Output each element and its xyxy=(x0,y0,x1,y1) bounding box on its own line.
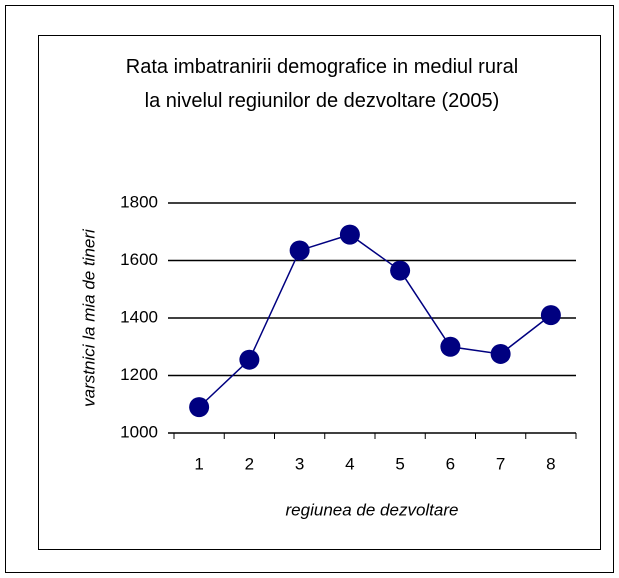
point xyxy=(239,349,260,370)
chart-frame xyxy=(38,35,601,550)
x-tick-label: 5 xyxy=(395,454,404,473)
x-axis-label: regiunea de dezvoltare xyxy=(286,500,459,519)
x-tick-label: 1 xyxy=(194,454,203,473)
chart-title: Rata imbatranirii demografice in mediul … xyxy=(125,56,519,112)
point xyxy=(440,336,461,357)
y-tick-label: 1400 xyxy=(120,307,158,326)
x-tick-label: 7 xyxy=(496,454,505,473)
point xyxy=(339,224,360,245)
y-tick-label: 1800 xyxy=(120,192,158,211)
x-tick-label: 6 xyxy=(446,454,455,473)
y-tick-label: 1200 xyxy=(120,365,158,384)
x-tick-label: 3 xyxy=(295,454,304,473)
y-tick-label: 1600 xyxy=(120,250,158,269)
y-tick-label: 1000 xyxy=(120,422,158,441)
point xyxy=(189,397,210,418)
x-tick-label: 8 xyxy=(546,454,555,473)
point xyxy=(390,260,411,281)
point xyxy=(490,343,511,364)
point xyxy=(540,305,561,326)
outer-frame xyxy=(5,5,614,573)
point xyxy=(289,240,310,261)
x-tick-label: 2 xyxy=(245,454,254,473)
x-tick-label: 4 xyxy=(345,454,354,473)
y-axis-label: varstnici la mia de tineri xyxy=(79,228,98,407)
